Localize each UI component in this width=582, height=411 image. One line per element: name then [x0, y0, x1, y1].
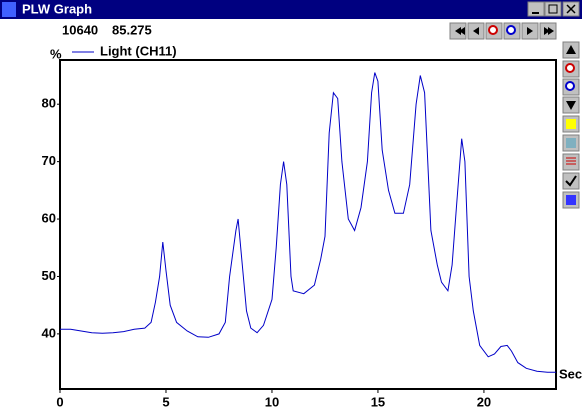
- y-tick-label: 70: [42, 153, 56, 168]
- y-axis-label: %: [50, 46, 62, 61]
- tool-4[interactable]: [562, 172, 580, 190]
- nav-toolbar: [449, 22, 557, 40]
- data-line: [60, 72, 556, 373]
- x-tick-label: 5: [162, 394, 169, 409]
- x-tick-label: 0: [56, 394, 63, 409]
- x-axis-label: Sec: [559, 366, 582, 381]
- tool-3[interactable]: [562, 153, 580, 171]
- y-tick-label: 80: [42, 96, 56, 111]
- x-tick-label: 20: [477, 394, 491, 409]
- x-tick-label: 15: [371, 394, 385, 409]
- y-tick-label: 50: [42, 268, 56, 283]
- caption-buttons: [527, 1, 580, 17]
- y-tick-label: 60: [42, 210, 56, 225]
- maximize-button[interactable]: [544, 1, 562, 17]
- y-tick-label: 40: [42, 325, 56, 340]
- readout-x: 10640: [62, 22, 98, 37]
- side-toolbar: [562, 41, 580, 209]
- x-tick-label: 10: [265, 394, 279, 409]
- title-bar: [0, 0, 582, 19]
- window-title: PLW Graph: [22, 1, 92, 16]
- app-icon: [2, 2, 16, 17]
- legend-label: Light (CH11): [100, 43, 177, 58]
- readout-y: 85.275: [112, 22, 152, 37]
